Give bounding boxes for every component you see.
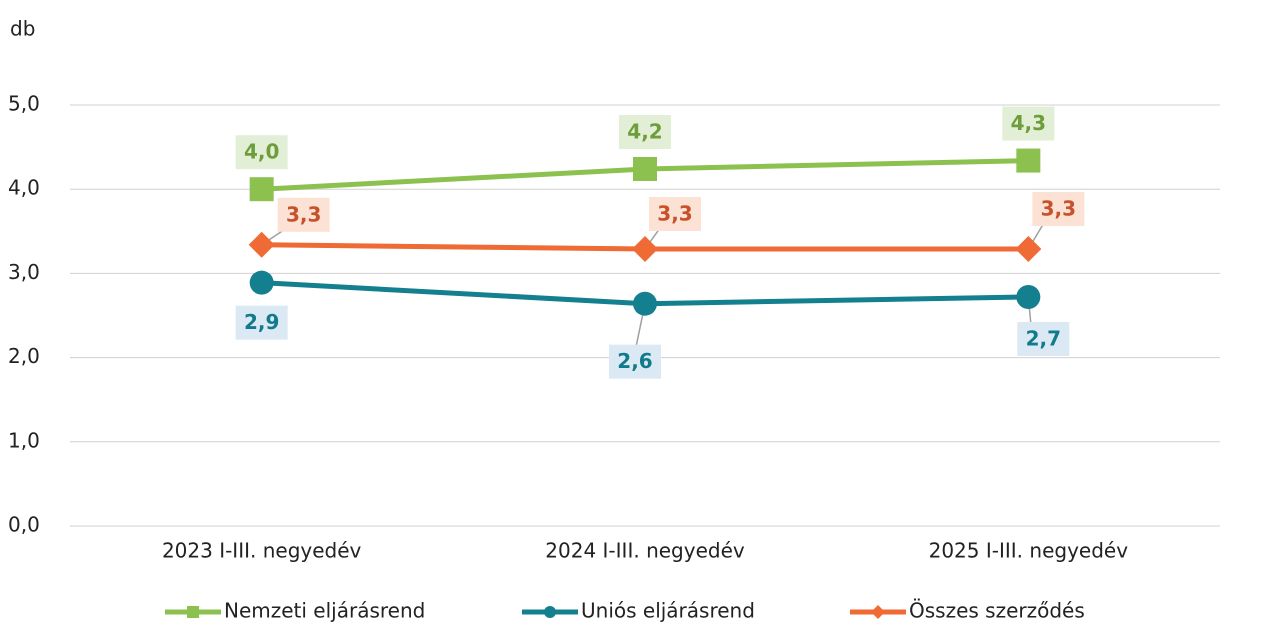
value-label: 4,2 [627,119,662,143]
marker [1016,148,1041,173]
value-label-bg [609,344,661,379]
y-tick-label: 2,0 [8,344,40,368]
y-tick-label: 0,0 [8,513,40,537]
legend-label: Nemzeti eljárásrend [224,599,425,623]
value-label-bg [1032,191,1085,226]
value-label: 3,3 [286,202,321,226]
marker [632,235,658,262]
y-tick-label: 5,0 [8,92,40,116]
value-label-bg [649,196,701,231]
value-label: 2,6 [617,349,652,373]
x-tick-label: 2024 I-III. negyedév [545,539,745,563]
x-tick-label: 2023 I-III. negyedév [162,539,362,563]
value-label-bg [1002,106,1055,141]
value-label: 4,0 [244,140,279,164]
marker [633,156,657,181]
value-label: 2,9 [244,310,279,334]
value-label-bg [277,197,330,232]
marker [249,270,274,295]
legend-marker [187,606,199,618]
value-label: 3,3 [657,201,692,225]
legend-label: Uniós eljárásrend [581,599,755,623]
marker [249,177,274,202]
value-label: 3,3 [1041,196,1076,220]
legend-marker [544,606,556,618]
marker [633,291,657,316]
legend-label: Összes szerződés [909,599,1085,623]
y-axis-label: db [10,17,35,41]
value-label-bg [1017,321,1070,356]
x-tick-label: 2025 I-III. negyedév [929,539,1129,563]
marker [248,231,275,258]
value-label-bg [619,114,671,149]
y-tick-label: 4,0 [8,176,40,200]
value-label: 4,3 [1011,111,1046,135]
y-tick-label: 3,0 [8,260,40,284]
legend-marker [871,605,885,619]
y-tick-label: 1,0 [8,428,40,452]
value-label-bg [235,135,288,170]
value-label: 2,7 [1026,326,1061,350]
marker [1016,284,1041,309]
marker [1015,235,1042,262]
value-label-bg [235,305,288,340]
